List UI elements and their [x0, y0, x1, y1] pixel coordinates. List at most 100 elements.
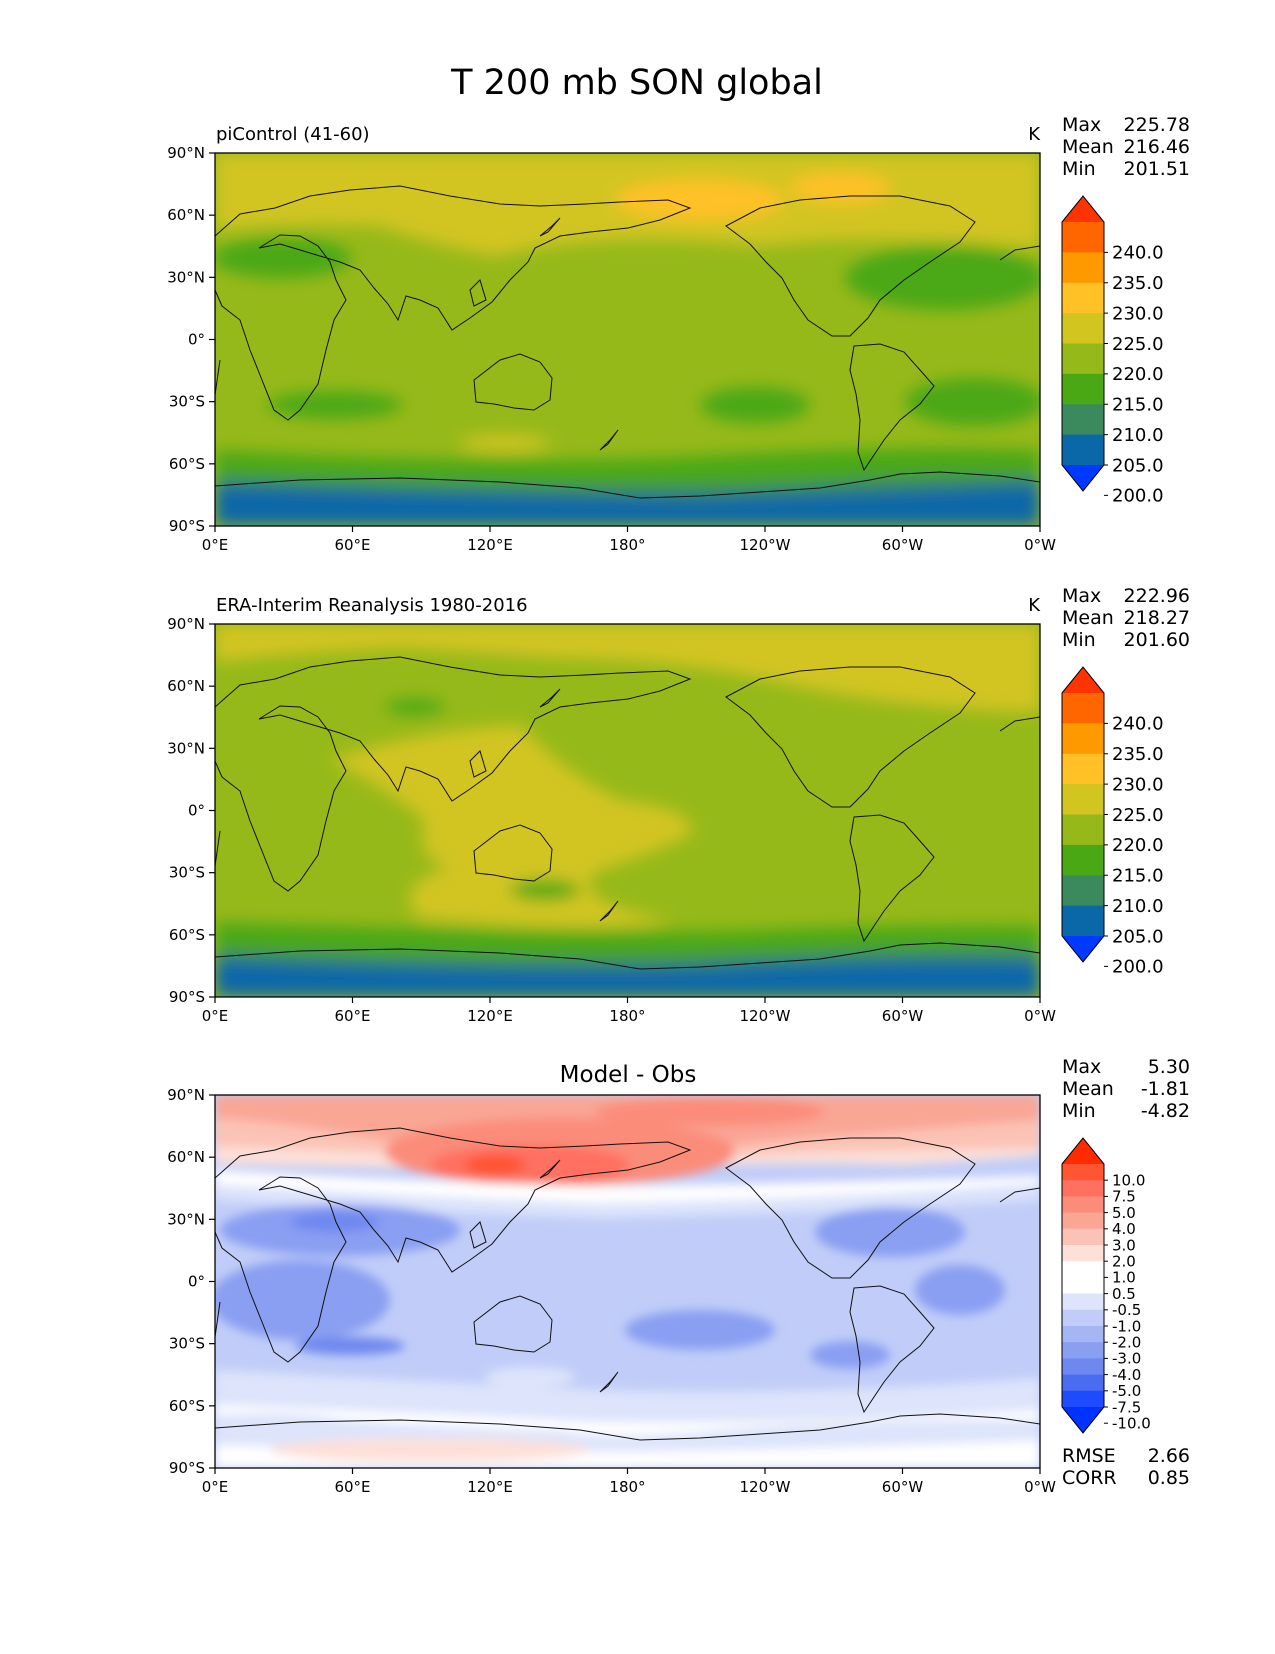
map-field-era-interim: [215, 624, 1040, 997]
colorbar-label: 240.0: [1112, 243, 1164, 264]
x-tick-label: 0°E: [202, 1007, 229, 1025]
colorbar-label: 200.0: [1112, 957, 1164, 978]
x-tick-label: 180°: [609, 1007, 645, 1025]
colorbar-segment: [1062, 905, 1104, 937]
y-tick-label: 30°N: [167, 268, 205, 286]
panel-left-title: piControl (41-60): [216, 124, 370, 145]
stat-label: Mean: [1062, 136, 1114, 158]
coastline-1: [215, 656, 692, 802]
colorbar-segment: [1062, 784, 1104, 816]
colorbar-segment: [1062, 252, 1104, 284]
colorbar-label: 235.0: [1112, 273, 1164, 294]
x-tick-label: 0°E: [202, 536, 229, 554]
colorbar-label: 230.0: [1112, 303, 1164, 324]
coastline-7: [999, 245, 1040, 261]
coastline-0: [215, 705, 347, 892]
coastline-4: [849, 343, 935, 472]
colorbar: 240.0 235.0 230.0 225.0 220.0 215.0 210.0 205.0…: [1061, 195, 1164, 507]
y-tick-label: 60°N: [167, 677, 205, 695]
stat-label: Min: [1062, 629, 1096, 651]
coastline-9: [469, 1221, 487, 1249]
coastline-3: [725, 666, 976, 808]
stat-value: 201.60: [1124, 629, 1190, 651]
colorbar-segment: [1062, 1326, 1104, 1343]
stat-value: -4.82: [1141, 1100, 1190, 1122]
bottom-stat-value: 0.85: [1148, 1467, 1190, 1489]
x-tick-label: 0°W: [1024, 1007, 1056, 1025]
coastline-9: [469, 750, 487, 778]
x-tick-label: 60°E: [334, 1478, 370, 1496]
stat-label: Min: [1062, 1100, 1096, 1122]
y-tick-label: 30°S: [169, 1335, 205, 1353]
colorbar-extend-min: [1062, 465, 1104, 491]
coastline-4: [849, 814, 935, 943]
coastline-6: [599, 429, 619, 451]
y-tick-label: 30°N: [167, 1210, 205, 1228]
bottom-stat-label: CORR: [1062, 1467, 1117, 1489]
colorbar-segment: [1062, 723, 1104, 755]
stat-value: 225.78: [1124, 114, 1190, 136]
x-tick-label: 120°W: [740, 1478, 791, 1496]
colorbar-extend-max: [1062, 196, 1104, 222]
y-tick-label: 0°: [188, 331, 205, 349]
x-tick-label: 120°E: [467, 536, 513, 554]
coastline-7: [999, 716, 1040, 732]
colorbar-extend-max: [1062, 1138, 1104, 1164]
x-tick-label: 120°E: [467, 1478, 513, 1496]
panel-units: K: [1028, 124, 1041, 145]
bottom-stat-value: 2.66: [1148, 1445, 1190, 1467]
x-tick-label: 60°W: [882, 536, 924, 554]
y-tick-label: 60°N: [167, 206, 205, 224]
colorbar-segment: [1062, 282, 1104, 314]
coastline-10: [539, 688, 561, 708]
colorbar-segment: [1062, 1342, 1104, 1359]
colorbar-label: 200.0: [1112, 486, 1164, 507]
colorbar-label: 210.0: [1112, 896, 1164, 917]
coastline-3: [725, 195, 976, 337]
panel-units: K: [1028, 595, 1041, 616]
colorbar-segment: [1062, 753, 1104, 785]
x-tick-label: 60°E: [334, 536, 370, 554]
colorbar-label: -1.0: [1112, 1317, 1141, 1335]
coastline-0: [215, 234, 347, 421]
colorbar-segment: [1062, 1390, 1104, 1408]
map-field-difference: [215, 1095, 1040, 1468]
colorbar-segment: [1062, 343, 1104, 375]
colorbar-segment: [1062, 1293, 1104, 1311]
y-tick-label: 60°S: [169, 455, 205, 473]
coastline-10: [539, 217, 561, 237]
coastline-1: [215, 185, 692, 331]
colorbar-label: 220.0: [1112, 364, 1164, 385]
colorbar-segment: [1062, 1228, 1104, 1246]
colorbar-segment: [1062, 222, 1104, 253]
coastlines: [215, 185, 1040, 499]
x-tick-label: 0°E: [202, 1478, 229, 1496]
colorbar: 10.07.55.04.03.02.01.00.5-0.5-1.0-2.0-3.…: [1061, 1137, 1151, 1434]
y-tick-label: 60°S: [169, 1397, 205, 1415]
panel-picontrol: 0°E 60°E 120°E 180° 120°W 60°W 0°W 90°N 60°N 30°N…: [167, 114, 1190, 554]
coastline-8: [215, 1301, 221, 1338]
stat-label: Max: [1062, 1056, 1101, 1078]
coastline-5: [215, 471, 1040, 499]
y-tick-label: 30°S: [169, 864, 205, 882]
colorbar-segment: [1062, 1374, 1104, 1392]
stat-value: 222.96: [1124, 585, 1190, 607]
x-tick-label: 180°: [609, 536, 645, 554]
coastline-8: [215, 359, 221, 396]
x-tick-label: 120°E: [467, 1007, 513, 1025]
colorbar-extend-max: [1062, 667, 1104, 693]
map-field-picontrol: [215, 153, 1040, 526]
colorbar-segment: [1062, 1196, 1104, 1214]
colorbar-segment: [1062, 814, 1104, 846]
x-tick-label: 60°W: [882, 1478, 924, 1496]
colorbar-segment: [1062, 373, 1104, 405]
coastline-3: [725, 1137, 976, 1279]
coastline-0: [215, 1176, 347, 1363]
y-tick-label: 60°S: [169, 926, 205, 944]
stat-value: 201.51: [1124, 158, 1190, 180]
stat-value: -1.81: [1141, 1078, 1190, 1100]
x-tick-label: 0°W: [1024, 1478, 1056, 1496]
colorbar-segment: [1062, 1164, 1104, 1181]
colorbar-label: 230.0: [1112, 774, 1164, 795]
